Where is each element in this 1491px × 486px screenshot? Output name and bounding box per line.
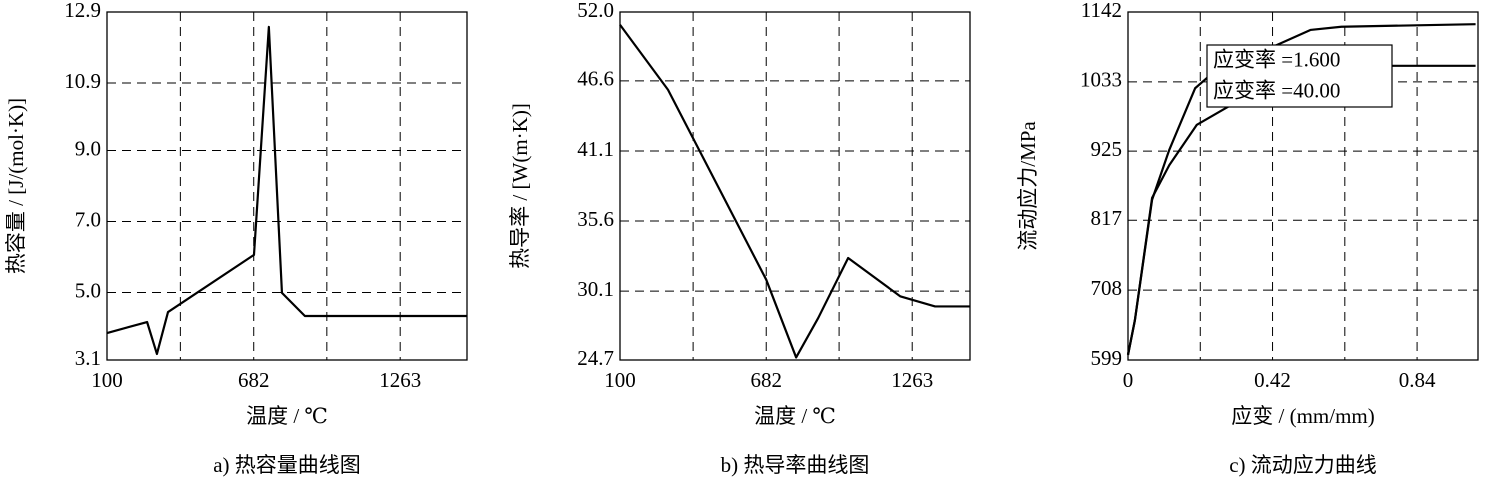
x-axis-label: 温度 / ℃: [246, 404, 328, 428]
legend-label: 应变率 =40.00: [1213, 78, 1340, 102]
y-tick-label: 52.0: [577, 0, 614, 22]
y-tick-label: 1033: [1080, 68, 1122, 92]
x-tick-label: 100: [91, 368, 123, 392]
y-tick-label: 12.9: [64, 0, 101, 22]
y-tick-label: 599: [1091, 346, 1123, 370]
x-tick-label: 682: [238, 368, 270, 392]
y-tick-label: 7.0: [75, 207, 101, 231]
y-tick-label: 46.6: [577, 67, 614, 91]
y-tick-label: 41.1: [577, 137, 614, 161]
x-axis-label: 温度 / ℃: [754, 404, 836, 428]
legend-label: 应变率 =1.600: [1213, 47, 1340, 71]
chart-caption: c) 流动应力曲线: [1229, 453, 1377, 477]
line-series: [619, 24, 970, 359]
y-tick-label: 10.9: [64, 69, 101, 93]
plot-frame: [106, 11, 468, 361]
x-tick-label: 0.84: [1399, 368, 1436, 392]
x-tick-label: 0: [1123, 368, 1134, 392]
y-tick-label: 3.1: [75, 346, 101, 370]
y-tick-label: 30.1: [577, 277, 614, 301]
x-tick-label: 0.42: [1254, 368, 1291, 392]
x-tick-label: 1263: [379, 368, 421, 392]
plot-frame: [1127, 11, 1479, 361]
y-axis-label: 热容量 / [J/(mol·K)]: [4, 98, 28, 274]
chart-caption: b) 热导率曲线图: [721, 453, 870, 477]
y-tick-label: 925: [1091, 137, 1123, 161]
plot-frame: [619, 11, 971, 361]
y-tick-label: 1142: [1081, 0, 1122, 22]
x-axis-label: 应变 / (mm/mm): [1231, 404, 1375, 428]
y-tick-label: 708: [1091, 276, 1123, 300]
y-tick-label: 817: [1091, 206, 1123, 230]
x-tick-label: 682: [750, 368, 782, 392]
chart-caption: a) 热容量曲线图: [213, 453, 361, 477]
line-series: [106, 25, 467, 356]
legend-box: [1206, 44, 1393, 108]
y-tick-label: 24.7: [577, 346, 614, 370]
x-tick-label: 1263: [891, 368, 933, 392]
y-axis-label: 流动应力/MPa: [1016, 121, 1040, 251]
line-series: [1126, 64, 1476, 356]
x-tick-label: 100: [604, 368, 636, 392]
y-tick-label: 5.0: [75, 278, 101, 302]
y-axis-label: 热导率 / [W(m·K)]: [508, 103, 532, 269]
y-tick-label: 35.6: [577, 207, 614, 231]
y-tick-label: 9.0: [75, 136, 101, 160]
